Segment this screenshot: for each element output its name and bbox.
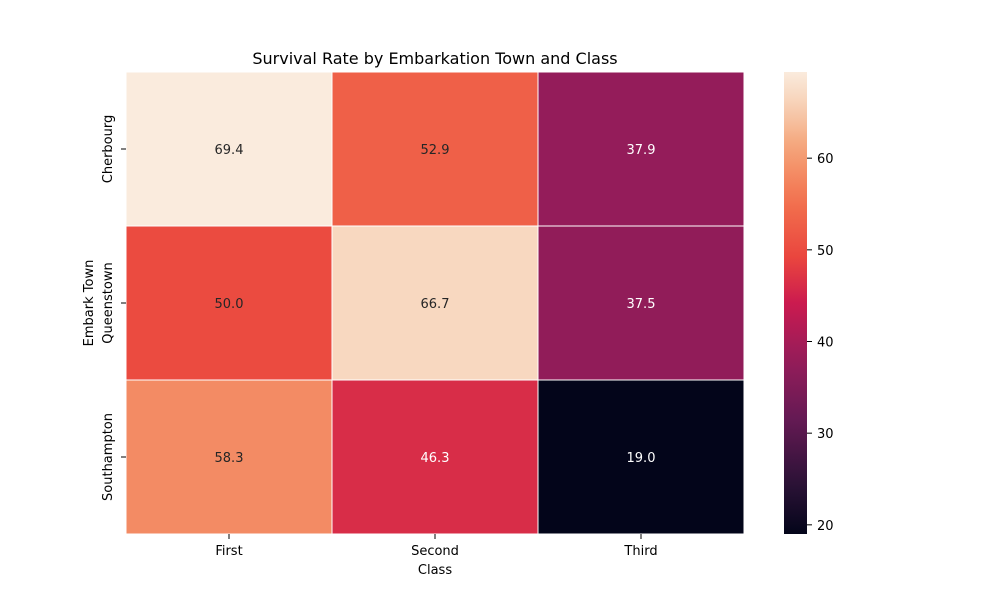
colorbar-ticks: 20 30 40 50 60	[807, 152, 834, 534]
heatmap-cell-label: 58.3	[215, 451, 244, 466]
heatmap-cell-label: 37.9	[627, 143, 656, 158]
x-tick-label: Third	[623, 544, 657, 559]
heatmap-cells	[125, 71, 745, 535]
chart-title: Survival Rate by Embarkation Town and Cl…	[252, 49, 617, 68]
heatmap-cell-label: 37.5	[627, 297, 656, 312]
heatmap-cell	[331, 71, 539, 227]
x-tick-label: First	[215, 544, 242, 559]
colorbar-tick-label: 40	[817, 336, 834, 351]
y-tick-label: Southampton	[101, 413, 116, 501]
x-tick-label: Second	[411, 544, 459, 559]
y-axis-label: Embark Town	[82, 260, 97, 347]
y-tick-label: Cherbourg	[101, 115, 116, 183]
colorbar-tick-label: 60	[817, 152, 834, 167]
colorbar-tick-label: 30	[817, 427, 834, 442]
heatmap-cell-label: 19.0	[627, 451, 656, 466]
colorbar-tick-label: 20	[817, 519, 834, 534]
colorbar	[784, 72, 807, 534]
heatmap-cell	[331, 225, 539, 381]
y-tick-label: Queenstown	[101, 262, 116, 343]
heatmap-cell-label: 46.3	[421, 451, 450, 466]
x-axis-ticks: First Second Third	[215, 534, 658, 559]
heatmap-cell-label: 50.0	[215, 297, 244, 312]
heatmap-cell-label: 52.9	[421, 143, 450, 158]
heatmap-cell	[331, 379, 539, 535]
colorbar-tick-label: 50	[817, 244, 834, 259]
heatmap-cell	[125, 379, 333, 535]
x-axis-label: Class	[418, 563, 452, 578]
heatmap-cell-label: 69.4	[215, 143, 244, 158]
heatmap-cell	[537, 225, 745, 381]
heatmap-cell-labels: 69.4 52.9 37.9 50.0 66.7 37.5 58.3 46.3 19.0	[215, 143, 656, 466]
heatmap-cell	[125, 225, 333, 381]
heatmap-cell	[125, 71, 333, 227]
heatmap-cell	[537, 71, 745, 227]
heatmap-cell-label: 66.7	[421, 297, 450, 312]
y-axis-ticks: Cherbourg Queenstown Southampton	[101, 115, 126, 501]
